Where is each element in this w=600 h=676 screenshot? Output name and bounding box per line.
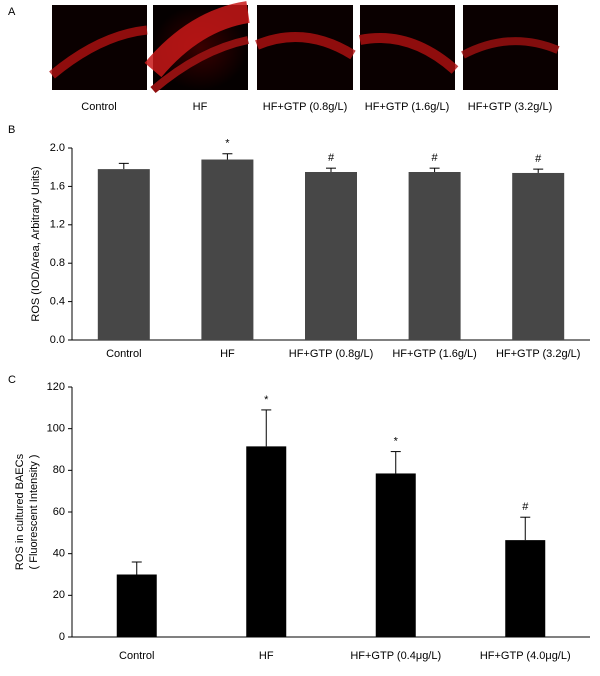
significance-mark: * — [264, 394, 269, 406]
significance-mark: * — [394, 435, 399, 447]
bar — [512, 172, 565, 340]
y-tick-label: 120 — [47, 381, 65, 393]
micrograph — [461, 5, 560, 90]
x-tick-label: HF+GTP (0.4μg/L) — [350, 650, 441, 662]
bar — [201, 159, 254, 340]
y-tick-label: 2.0 — [50, 142, 65, 154]
micrograph — [49, 5, 148, 90]
significance-mark: # — [328, 152, 335, 164]
x-tick-label: HF — [220, 348, 235, 360]
x-tick-label: HF+GTP (3.2g/L) — [496, 348, 580, 360]
bar — [408, 172, 461, 340]
image-label: HF+GTP (0.8g/L) — [263, 101, 347, 113]
bar — [97, 169, 150, 340]
x-tick-label: HF+GTP (1.6g/L) — [392, 348, 476, 360]
y-tick-label: 60 — [53, 506, 65, 518]
significance-mark: # — [522, 501, 529, 513]
bar — [116, 574, 157, 637]
x-tick-label: HF — [259, 650, 274, 662]
significance-mark: * — [225, 138, 230, 150]
micrograph — [144, 1, 250, 94]
bar — [375, 473, 416, 637]
image-label: HF+GTP (3.2g/L) — [468, 101, 552, 113]
y-tick-label: 1.2 — [50, 219, 65, 231]
image-label: HF — [193, 101, 208, 113]
y-axis-label: ( Fluorescent Intensity ) — [28, 455, 40, 570]
x-tick-label: HF+GTP (0.8g/L) — [289, 348, 373, 360]
micrograph — [359, 5, 459, 90]
y-tick-label: 40 — [53, 548, 65, 560]
panel-label: A — [8, 6, 16, 18]
image-label: HF+GTP (1.6g/L) — [365, 101, 449, 113]
y-tick-label: 20 — [53, 589, 65, 601]
y-axis-label: ROS in cultured BAECs — [14, 453, 26, 570]
x-tick-label: Control — [106, 348, 141, 360]
y-axis-label: ROS (IOD/Area, Arbitrary Units) — [30, 166, 42, 321]
panel-label: C — [8, 374, 16, 386]
bar — [305, 172, 357, 340]
y-tick-label: 0.4 — [50, 296, 65, 308]
x-tick-label: HF+GTP (4.0μg/L) — [480, 650, 571, 662]
y-tick-label: 100 — [47, 423, 65, 435]
image-label: Control — [81, 101, 116, 113]
bar — [505, 540, 546, 637]
y-tick-label: 0.8 — [50, 257, 65, 269]
micrograph — [255, 5, 356, 90]
x-tick-label: Control — [119, 650, 154, 662]
y-tick-label: 0 — [59, 631, 65, 643]
micrographs — [49, 1, 560, 94]
y-tick-label: 80 — [53, 464, 65, 476]
y-tick-label: 1.6 — [50, 180, 65, 192]
significance-mark: # — [535, 153, 542, 165]
significance-mark: # — [432, 152, 439, 164]
y-tick-label: 0.0 — [50, 334, 65, 346]
bar — [246, 446, 287, 637]
panel-label: B — [8, 124, 15, 136]
